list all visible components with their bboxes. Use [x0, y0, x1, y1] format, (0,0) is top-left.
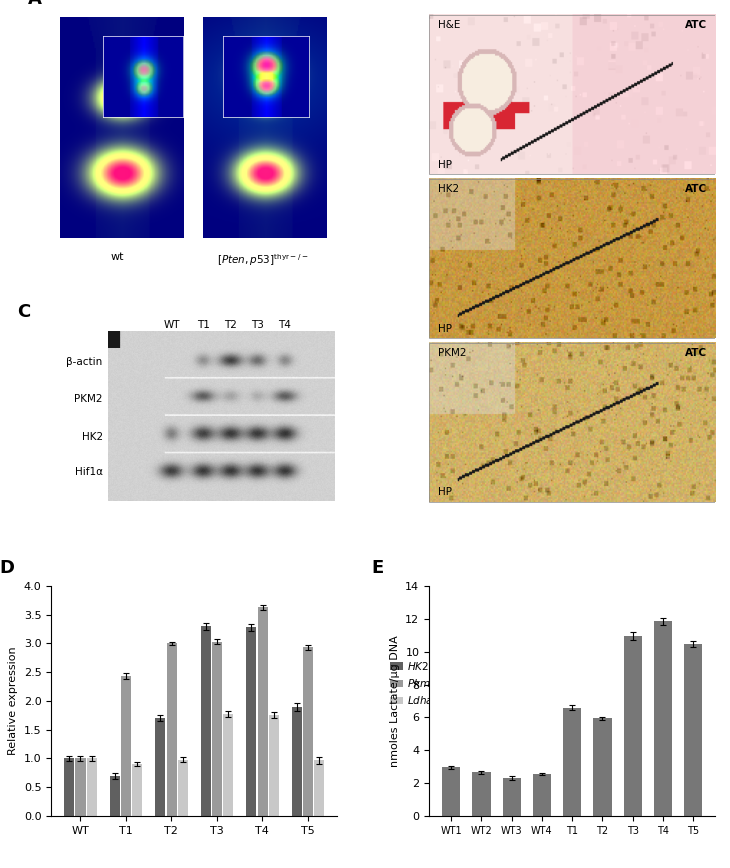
Text: HP: HP — [438, 324, 452, 333]
Bar — [166, 643, 177, 816]
Bar — [258, 608, 267, 816]
Bar — [533, 773, 551, 816]
Bar — [292, 707, 301, 816]
Bar — [429, 180, 715, 339]
Text: HP: HP — [438, 488, 452, 497]
Bar — [246, 628, 256, 816]
Bar — [593, 718, 612, 816]
Bar — [178, 760, 188, 816]
Text: A: A — [28, 0, 42, 9]
Text: PKM2: PKM2 — [74, 394, 103, 404]
Bar — [315, 760, 324, 816]
Bar — [303, 648, 313, 816]
Text: HP: HP — [438, 160, 452, 169]
Text: PKM2: PKM2 — [438, 348, 466, 358]
Text: HK2: HK2 — [438, 184, 458, 194]
Text: C: C — [17, 303, 30, 320]
Text: T3: T3 — [251, 319, 264, 330]
Text: B: B — [401, 0, 414, 3]
Text: Hif1α: Hif1α — [74, 467, 103, 477]
Bar — [269, 714, 279, 816]
Text: E: E — [372, 559, 384, 576]
Bar — [503, 779, 520, 816]
Bar — [429, 344, 715, 503]
Bar — [110, 776, 120, 816]
Text: T1: T1 — [197, 319, 210, 330]
Bar — [563, 707, 581, 816]
Text: WT: WT — [164, 319, 180, 330]
Bar — [429, 16, 715, 174]
Bar — [442, 767, 460, 816]
Bar — [472, 773, 491, 816]
Y-axis label: nmoles Lactate/μg DNA: nmoles Lactate/μg DNA — [390, 635, 399, 766]
Bar — [684, 644, 702, 816]
Legend: $HK2$, $Pkm2$, $Ldha$: $HK2$, $Pkm2$, $Ldha$ — [386, 655, 441, 710]
Text: D: D — [0, 559, 15, 576]
Bar — [201, 626, 211, 816]
Bar — [623, 636, 642, 816]
Text: HK2: HK2 — [82, 431, 103, 442]
Bar — [212, 641, 222, 816]
Text: β-actin: β-actin — [66, 357, 103, 367]
Text: T4: T4 — [278, 319, 291, 330]
Bar — [654, 621, 672, 816]
Text: ATC: ATC — [685, 184, 707, 194]
Bar — [121, 676, 131, 816]
Bar — [87, 759, 97, 816]
Text: ATC: ATC — [685, 20, 707, 30]
Bar — [64, 759, 74, 816]
Text: [$\it{Pten, p53}$]$^{\rm{thyr-/-}}$: [$\it{Pten, p53}$]$^{\rm{thyr-/-}}$ — [218, 253, 309, 268]
Bar — [132, 764, 142, 816]
Bar — [155, 718, 165, 816]
Text: H&E: H&E — [438, 20, 460, 30]
Bar — [75, 759, 85, 816]
Y-axis label: Relative expression: Relative expression — [8, 647, 18, 755]
Bar — [223, 714, 234, 816]
Text: T2: T2 — [224, 319, 237, 330]
Text: wt: wt — [110, 253, 123, 262]
Text: ATC: ATC — [685, 348, 707, 358]
